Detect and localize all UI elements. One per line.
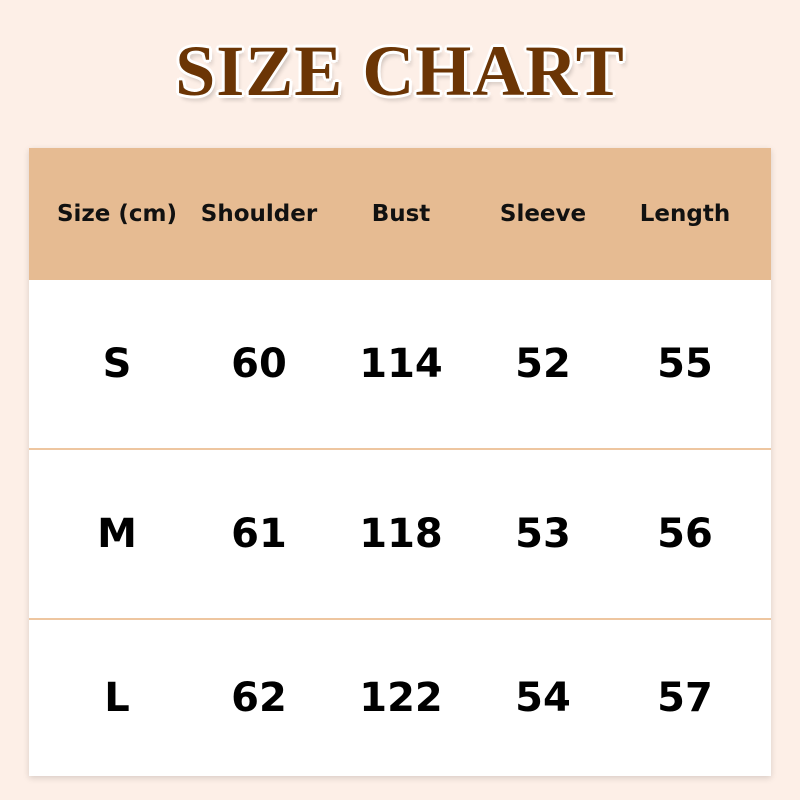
cell-size: S xyxy=(102,341,132,387)
cell-sleeve: 54 xyxy=(515,675,571,721)
cell-sleeve: 52 xyxy=(515,341,571,387)
table-row: M 61 118 53 56 xyxy=(29,450,771,620)
header-shoulder: Shoulder xyxy=(200,201,318,227)
header-sleeve: Sleeve xyxy=(499,201,587,227)
cell-bust: 114 xyxy=(359,341,443,387)
table-row: L 62 122 54 57 xyxy=(29,620,771,776)
cell-shoulder: 60 xyxy=(231,341,287,387)
header-size: Size (cm) xyxy=(56,201,178,227)
size-table: Size (cm) Shoulder Bust Sleeve Length S … xyxy=(29,148,771,776)
cell-length: 57 xyxy=(657,675,713,721)
cell-sleeve: 53 xyxy=(515,511,571,557)
cell-bust: 118 xyxy=(359,511,443,557)
cell-shoulder: 61 xyxy=(231,511,287,557)
cell-size: L xyxy=(104,675,130,721)
cell-size: M xyxy=(97,511,137,557)
page-title: SIZE CHART xyxy=(175,31,625,111)
table-header: Size (cm) Shoulder Bust Sleeve Length xyxy=(29,148,771,280)
table-row: S 60 114 52 55 xyxy=(29,280,771,450)
cell-shoulder: 62 xyxy=(231,675,287,721)
cell-bust: 122 xyxy=(359,675,443,721)
cell-length: 55 xyxy=(657,341,713,387)
header-length: Length xyxy=(639,201,731,227)
header-bust: Bust xyxy=(371,201,431,227)
cell-length: 56 xyxy=(657,511,713,557)
